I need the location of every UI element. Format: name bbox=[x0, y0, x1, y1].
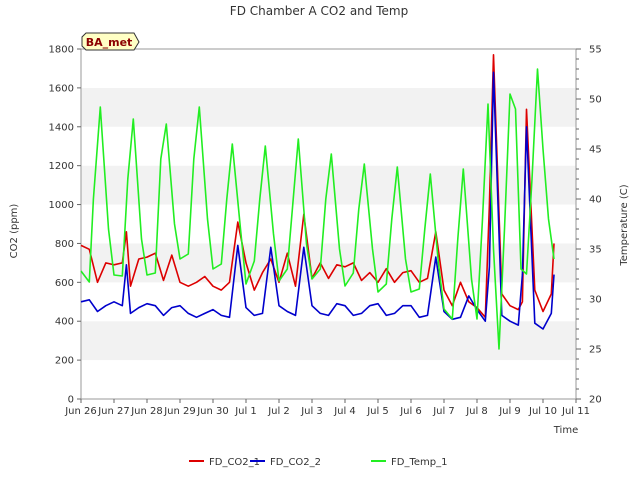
x-tick-label: Jul 2 bbox=[267, 406, 290, 417]
x-tick-label: Jun 30 bbox=[196, 406, 229, 417]
x-tick-label: Jul 6 bbox=[399, 406, 422, 417]
y-axis-left: 0 200 400 600 800 1000 1200 1400 1600 1800 bbox=[49, 45, 81, 406]
x-tick-label: Jul 4 bbox=[333, 406, 356, 417]
y-tick-label: 600 bbox=[55, 278, 74, 289]
grid-bands bbox=[81, 49, 576, 399]
x-tick-label: Jul 7 bbox=[432, 406, 455, 417]
y2-axis-title: Temperature (C) bbox=[619, 184, 630, 266]
y-tick-label: 1600 bbox=[49, 83, 74, 94]
badge-label: BA_met bbox=[86, 36, 133, 49]
legend-label: FD_Temp_1 bbox=[391, 457, 447, 468]
series-layer bbox=[80, 53, 555, 350]
grid-band bbox=[81, 321, 576, 361]
y2-tick-label: 20 bbox=[589, 395, 602, 406]
y-tick-label: 1200 bbox=[49, 161, 74, 172]
x-axis-title: Time bbox=[553, 425, 578, 436]
y-tick-label: 200 bbox=[55, 356, 74, 367]
plot-frame bbox=[80, 48, 577, 400]
y-tick-label: 800 bbox=[55, 239, 74, 250]
y-tick-label: 1800 bbox=[49, 45, 74, 56]
y2-tick-label: 45 bbox=[589, 145, 602, 156]
x-tick-label: Jul 10 bbox=[528, 406, 557, 417]
x-tick-label: Jul 3 bbox=[300, 406, 323, 417]
x-tick-label: Jul 1 bbox=[234, 406, 257, 417]
badge-box bbox=[81, 32, 140, 51]
x-axis: Jun 26 Jun 27 Jun 28 Jun 29 Jun 30 Jul 1 Jul 2… bbox=[64, 399, 590, 417]
series-line-fd-temp-1 bbox=[80, 68, 555, 350]
grid-band bbox=[81, 360, 576, 399]
grid-band bbox=[81, 126, 576, 166]
x-tick-label: Jun 26 bbox=[64, 406, 97, 417]
x-tick-label: Jun 29 bbox=[163, 406, 196, 417]
grid-band bbox=[81, 87, 576, 127]
y2-tick-label: 50 bbox=[589, 95, 602, 106]
legend: FD_CO2_1 FD_CO2_2 FD_Temp_1 bbox=[189, 457, 447, 468]
series-line-fd-co2-2 bbox=[80, 71, 555, 330]
y2-tick-label: 30 bbox=[589, 295, 602, 306]
grid-band bbox=[81, 49, 576, 88]
legend-label: FD_CO2_1 bbox=[209, 457, 260, 468]
y2-tick-label: 25 bbox=[589, 345, 602, 356]
x-tick-label: Jun 28 bbox=[130, 406, 163, 417]
badge: BA_met bbox=[81, 32, 140, 51]
y-tick-label: 400 bbox=[55, 317, 74, 328]
y2-tick-label: 40 bbox=[589, 195, 602, 206]
y-tick-label: 0 bbox=[68, 395, 74, 406]
y-axis-right: 20 25 30 35 40 45 50 55 bbox=[576, 45, 602, 406]
chart-title: FD Chamber A CO2 and Temp bbox=[230, 4, 408, 18]
x-tick-label: Jul 9 bbox=[498, 406, 521, 417]
y2-tick-label: 55 bbox=[589, 45, 602, 56]
legend-label: FD_CO2_2 bbox=[270, 457, 321, 468]
y-tick-label: 1400 bbox=[49, 122, 74, 133]
grid-band bbox=[81, 204, 576, 244]
x-tick-label: Jul 8 bbox=[465, 406, 488, 417]
x-tick-label: Jun 27 bbox=[97, 406, 130, 417]
y-axis-title: CO2 (ppm) bbox=[9, 204, 20, 259]
x-tick-label: Jul 5 bbox=[366, 406, 389, 417]
x-tick-label: Jul 11 bbox=[561, 406, 590, 417]
y2-tick-label: 35 bbox=[589, 245, 602, 256]
y-tick-label: 1000 bbox=[49, 200, 74, 211]
